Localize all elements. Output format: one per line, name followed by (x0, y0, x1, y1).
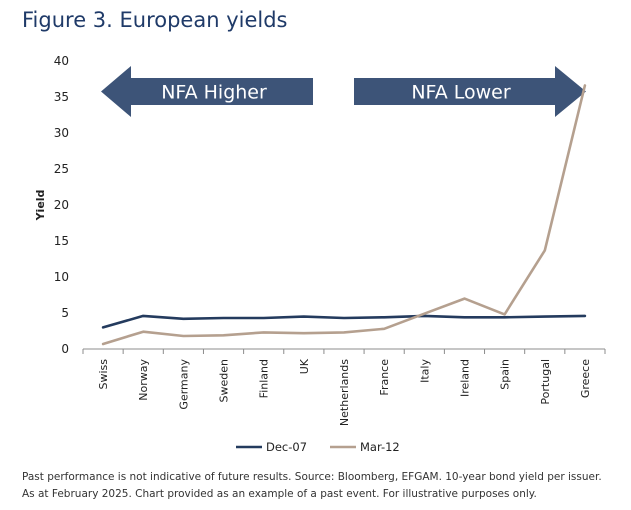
line-chart: NFA Higher NFA Lower Yield 0 5 10 15 20 25 30 35 4… (34, 54, 606, 454)
chart-series (101, 84, 587, 346)
left-arrow-shape (101, 66, 313, 117)
arrow-label: NFA Lower (411, 82, 511, 104)
x-tick-label: Netherlands (338, 359, 351, 426)
series-line-mar-12 (101, 84, 587, 346)
series-line-dec-07 (101, 314, 587, 329)
y-tick-label: 35 (54, 90, 69, 104)
y-tick-label: 10 (54, 270, 69, 284)
x-tick-label: Spain (499, 359, 512, 390)
x-tick-label: Greece (579, 359, 592, 398)
x-tick-label: Portugal (539, 359, 552, 405)
x-tick-label: UK (298, 358, 311, 374)
x-tick-label: Italy (418, 359, 431, 383)
annotation-arrows: NFA Higher NFA Lower (101, 66, 586, 117)
y-tick-label: 5 (61, 306, 69, 320)
legend-label: Dec-07 (266, 440, 307, 454)
chart-legend: Dec-07 Mar-12 (236, 440, 400, 454)
y-tick-label: 0 (61, 342, 69, 356)
x-tick-label: Ireland (458, 359, 471, 397)
x-tick-label: Norway (137, 359, 150, 401)
source-note: Past performance is not indicative of fu… (22, 471, 602, 500)
x-tick-label: France (378, 359, 391, 396)
y-tick-label: 30 (54, 126, 69, 140)
chart-title: Figure 3. European yields (22, 8, 288, 32)
y-tick-label: 20 (54, 198, 69, 212)
y-tick-label: 25 (54, 162, 69, 176)
x-tick-label: Sweden (218, 359, 231, 402)
right-arrow-shape (354, 66, 586, 117)
x-tick-label: Germany (177, 359, 190, 410)
chart-axes: Yield 0 5 10 15 20 25 30 35 40 Swiss Norway Germany S… (34, 54, 606, 426)
y-tick-label: 40 (54, 54, 69, 68)
y-tick-label: 15 (54, 234, 69, 248)
x-tick-label: Finland (258, 359, 271, 398)
y-axis-title: Yield (34, 190, 47, 222)
x-tick-label: Swiss (97, 359, 110, 390)
legend-label: Mar-12 (360, 440, 400, 454)
arrow-label: NFA Higher (161, 82, 267, 104)
